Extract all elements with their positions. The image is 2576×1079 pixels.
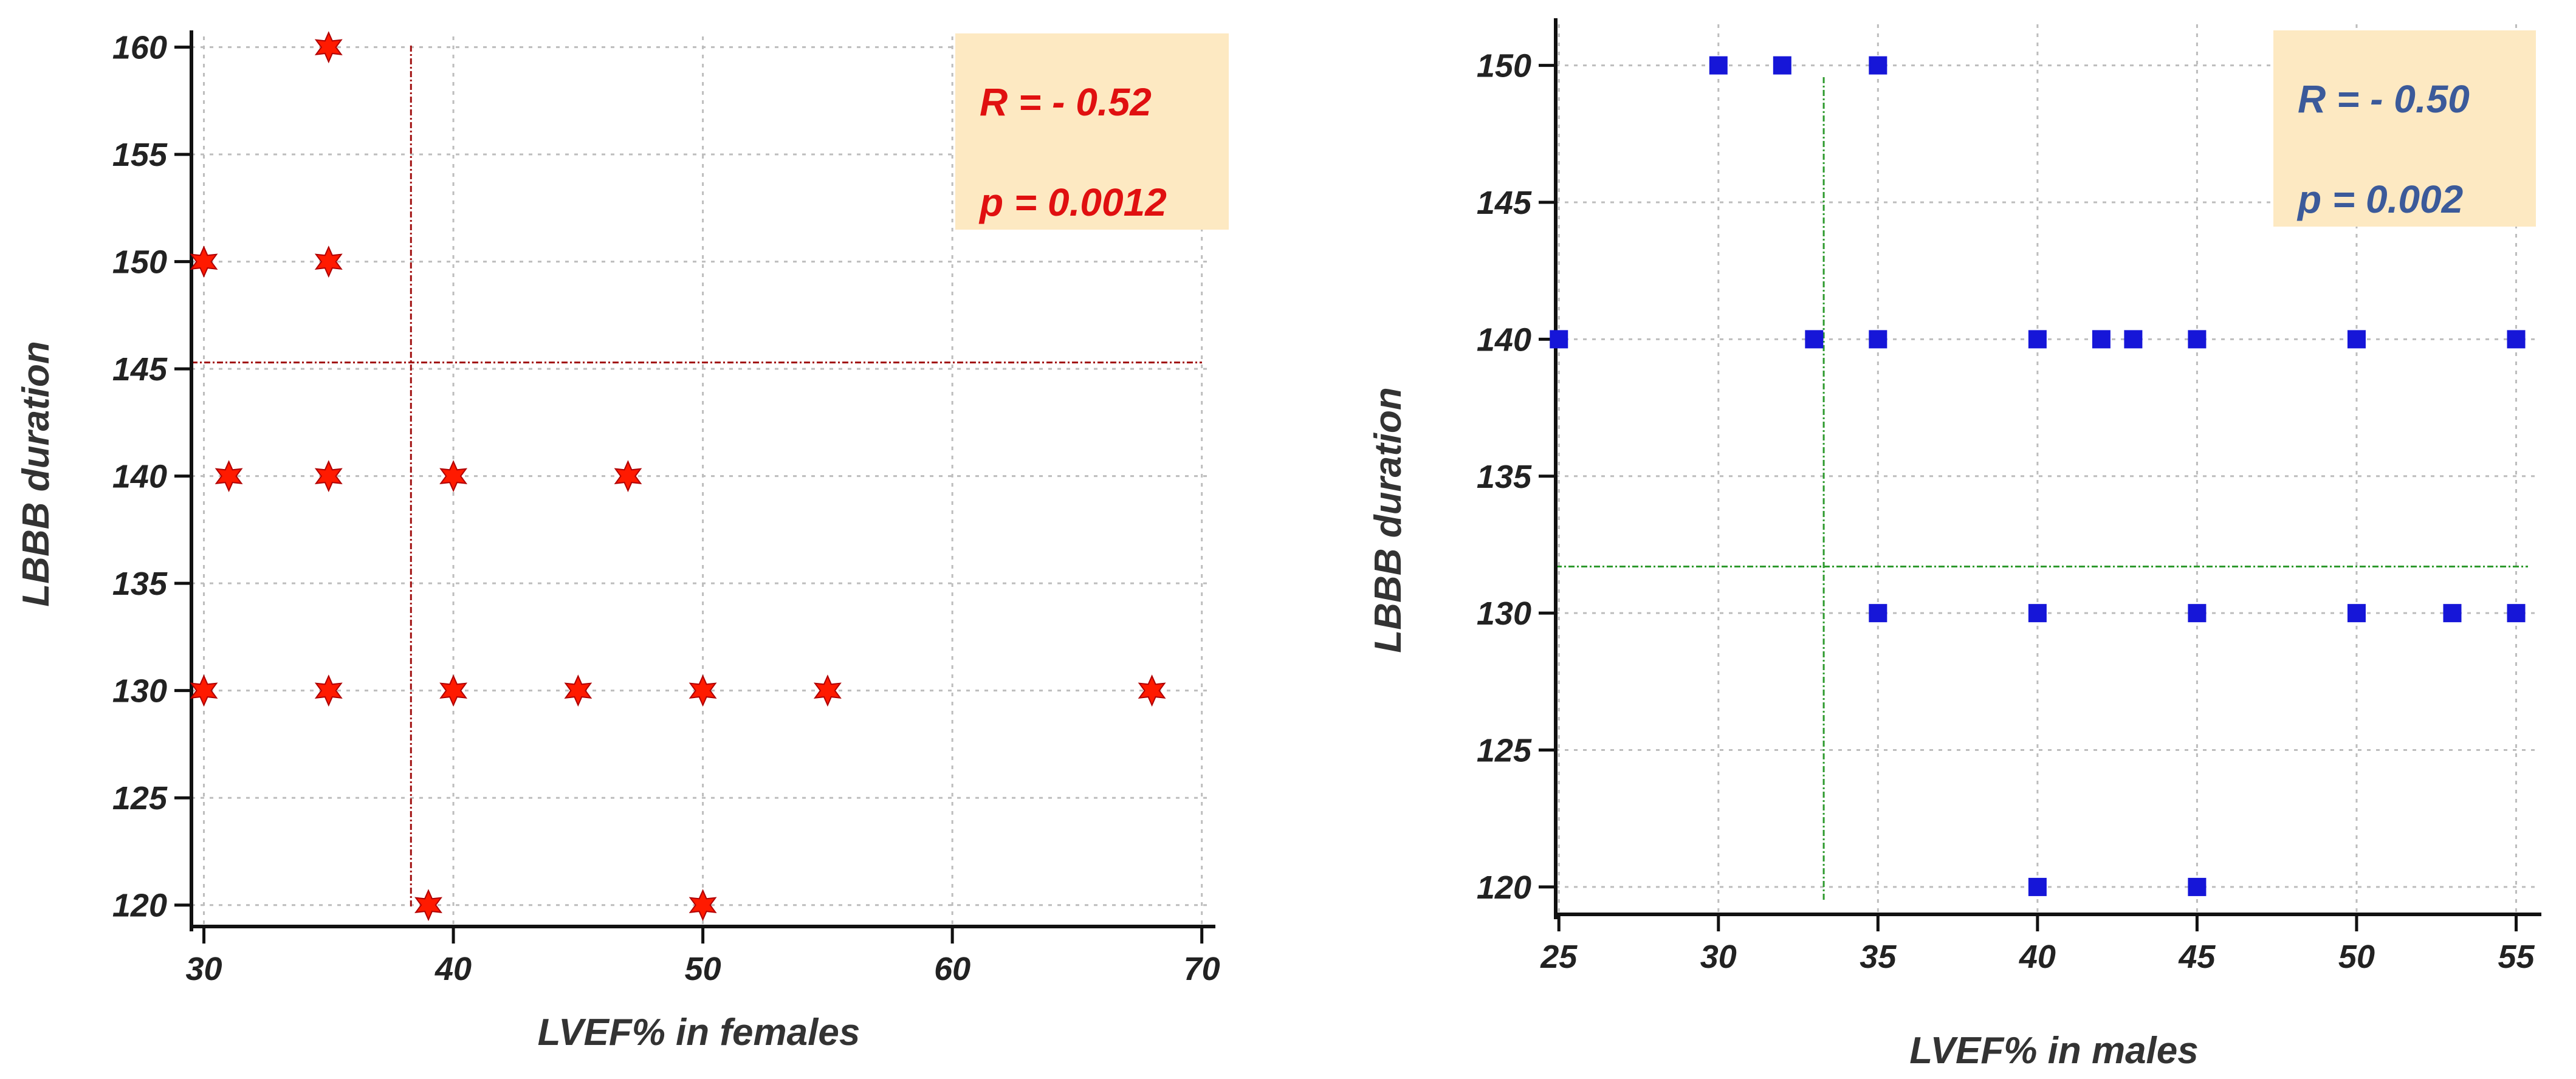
data-point	[2507, 604, 2526, 623]
x-tick-label: 50	[2338, 939, 2375, 975]
y-tick-label: 135	[1477, 459, 1532, 495]
data-point	[1773, 56, 1791, 75]
correlation-p-label: p = 0.002	[2296, 177, 2463, 221]
y-tick-label: 160	[112, 30, 167, 66]
data-point	[1805, 330, 1824, 349]
data-point	[2028, 604, 2047, 623]
correlation-r-label: R = - 0.52	[980, 80, 1152, 124]
data-point	[1869, 56, 1887, 75]
correlation-p-label: p = 0.0012	[978, 180, 1167, 224]
data-points	[1550, 56, 2526, 896]
data-point	[314, 460, 343, 493]
y-tick-label: 130	[112, 673, 167, 710]
x-tick-label: 30	[185, 951, 222, 987]
x-tick-label: 45	[2178, 939, 2216, 975]
data-point	[1709, 56, 1728, 75]
data-point	[190, 674, 218, 707]
y-tick-label: 150	[1477, 48, 1531, 84]
x-axis-title: LVEF% in males	[1909, 1030, 2199, 1072]
y-tick-label: 135	[112, 566, 168, 602]
data-point	[2092, 330, 2111, 349]
data-point	[2347, 604, 2366, 623]
data-point	[2124, 330, 2143, 349]
y-axis-title: LBBB duration	[15, 341, 57, 606]
males-scatter-panel: 120 125 130 135 140 145 150 25 30 35 40 45 50 55 LVEF%…	[1337, 0, 2576, 1079]
y-tick-label: 145	[112, 351, 168, 388]
data-point	[314, 245, 343, 278]
x-tick-label: 35	[1860, 939, 1897, 975]
data-point	[414, 889, 442, 922]
data-point	[1869, 330, 1887, 349]
data-point	[2507, 330, 2526, 349]
data-point	[564, 674, 592, 707]
data-point	[314, 674, 343, 707]
x-tick-label: 30	[1700, 939, 1737, 975]
females-scatter-panel: 120 125 130 135 140 145 150 155 160 30 40 50 60 70 LVE…	[0, 0, 1270, 1079]
data-point	[2028, 330, 2047, 349]
females-scatter-chart: 120 125 130 135 140 145 150 155 160 30 40 50 60 70 LVE…	[15, 30, 1229, 1053]
y-tick-label: 150	[112, 244, 167, 281]
stats-box	[955, 33, 1229, 230]
correlation-r-label: R = - 0.50	[2298, 77, 2470, 121]
data-point	[215, 460, 243, 493]
stats-box	[2273, 30, 2536, 227]
data-point	[2028, 877, 2047, 896]
data-point	[1869, 604, 1887, 623]
x-tick-label: 25	[1540, 939, 1578, 975]
y-axis-title: LBBB duration	[1367, 387, 1409, 653]
y-tick-label: 140	[112, 459, 167, 495]
y-tick-label: 125	[1477, 733, 1532, 769]
x-tick-label: 40	[434, 951, 472, 987]
data-point	[2188, 330, 2207, 349]
data-point	[2188, 877, 2207, 896]
data-point	[2443, 604, 2462, 623]
y-tick-label: 125	[112, 780, 168, 817]
data-point	[689, 889, 717, 922]
y-tick-label: 140	[1477, 321, 1531, 358]
data-point	[1138, 674, 1166, 707]
y-tick-label: 155	[112, 137, 168, 173]
x-tick-label: 40	[2019, 939, 2056, 975]
males-scatter-chart: 120 125 130 135 140 145 150 25 30 35 40 45 50 55 LVEF%…	[1367, 18, 2541, 1072]
x-tick-label: 55	[2498, 939, 2535, 975]
data-point	[813, 674, 842, 707]
data-point	[314, 31, 343, 64]
y-tick-label: 120	[112, 888, 167, 924]
x-tick-label: 50	[685, 951, 721, 987]
data-point	[2188, 604, 2207, 623]
data-point	[1550, 330, 1568, 349]
y-tick-label: 145	[1477, 185, 1532, 221]
data-point	[614, 460, 642, 493]
data-points	[190, 31, 1166, 922]
data-point	[439, 674, 468, 707]
x-axis-title: LVEF% in females	[538, 1012, 860, 1053]
y-tick-label: 130	[1477, 595, 1531, 632]
data-point	[190, 245, 218, 278]
data-point	[2347, 330, 2366, 349]
data-point	[439, 460, 468, 493]
y-tick-label: 120	[1477, 869, 1531, 906]
x-tick-label: 60	[934, 951, 970, 987]
data-point	[689, 674, 717, 707]
x-tick-label: 70	[1184, 951, 1220, 987]
